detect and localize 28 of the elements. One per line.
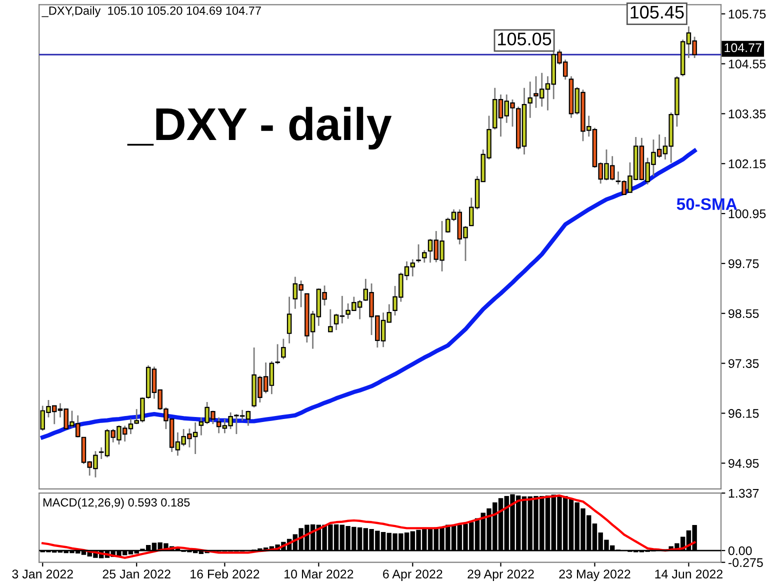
y-tick-label: 103.35 <box>728 110 766 118</box>
y-tick-label: 105.75 <box>728 10 766 18</box>
x-tick-label: 23 May 2022 <box>559 570 630 581</box>
text: _DXY - daily <box>127 106 392 150</box>
y-tick-label: 96.15 <box>728 409 759 418</box>
y-tick-label: 102.15 <box>728 159 766 168</box>
y-tick-label: 99.75 <box>728 259 759 268</box>
y-tick-label: 100.95 <box>728 209 766 218</box>
x-tick-label: 14 Jun 2022 <box>655 570 722 578</box>
annotation: 105.05 <box>498 32 552 46</box>
x-tick-label: 3 Jan 2022 <box>12 570 73 578</box>
series-label: 50-SMA <box>676 198 738 210</box>
y-tick-label: 94.95 <box>728 458 759 468</box>
x-tick-label: 29 Apr 2022 <box>468 570 534 581</box>
x-tick-label: 16 Feb 2022 <box>190 569 260 578</box>
x-tick-label: 25 Jan 2022 <box>102 570 170 578</box>
x-tick-label: 10 Mar 2022 <box>284 570 354 578</box>
x-tick-label: 6 Apr 2022 <box>383 570 442 581</box>
y-tick-label: 104.55 <box>728 60 766 68</box>
chart-subtitle: _DXY,Daily 105.10 105.20 104.69 104.77 <box>42 6 261 18</box>
y-tick-label: 98.55 <box>728 309 759 318</box>
y-tick-label: 0.00 <box>728 546 752 556</box>
chart-title: MACD(12,26,9) 0.593 0.185 <box>43 498 190 509</box>
ref-line-label: 104.77 <box>724 43 762 52</box>
y-tick-label: 1.337 <box>728 488 759 498</box>
annotation: 105.45 <box>630 6 684 19</box>
y-tick-label: 97.35 <box>728 359 759 368</box>
y-tick-label: -0.275 <box>728 558 763 567</box>
